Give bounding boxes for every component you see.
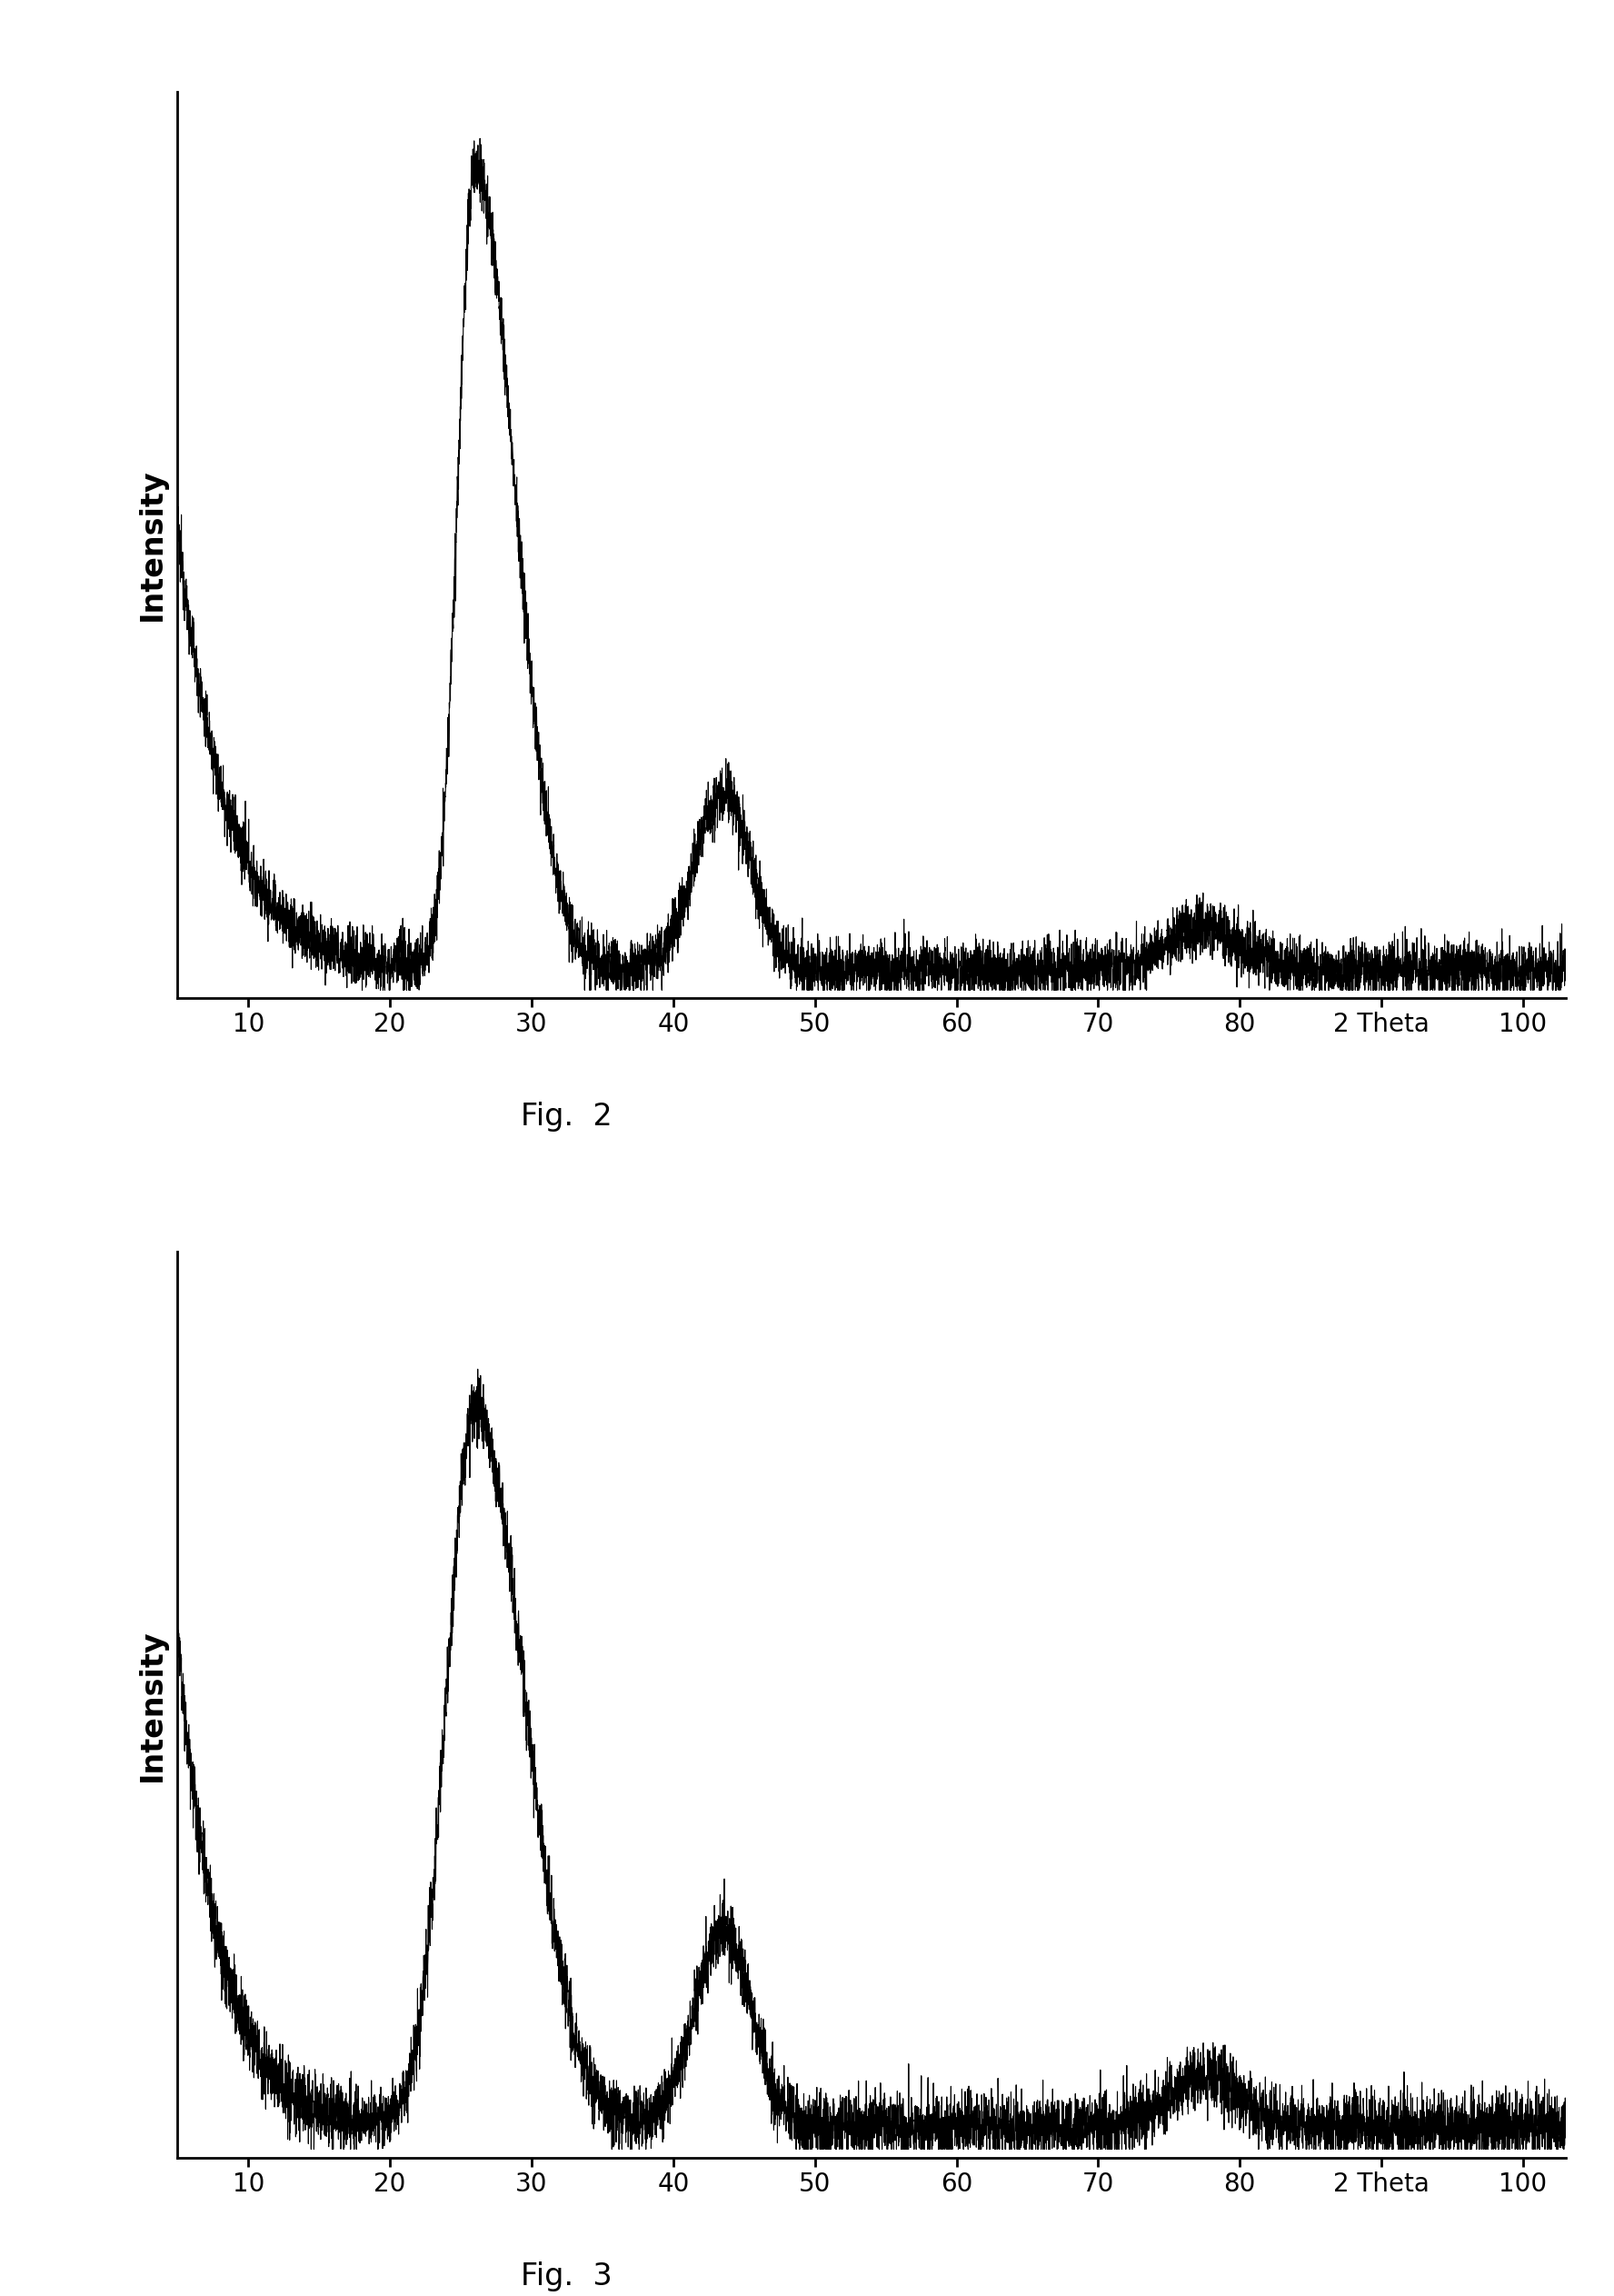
Y-axis label: Intensity: Intensity — [137, 468, 168, 622]
Y-axis label: Intensity: Intensity — [137, 1628, 168, 1782]
Text: Fig.  3: Fig. 3 — [520, 2262, 612, 2291]
Text: Fig.  2: Fig. 2 — [520, 1102, 612, 1132]
